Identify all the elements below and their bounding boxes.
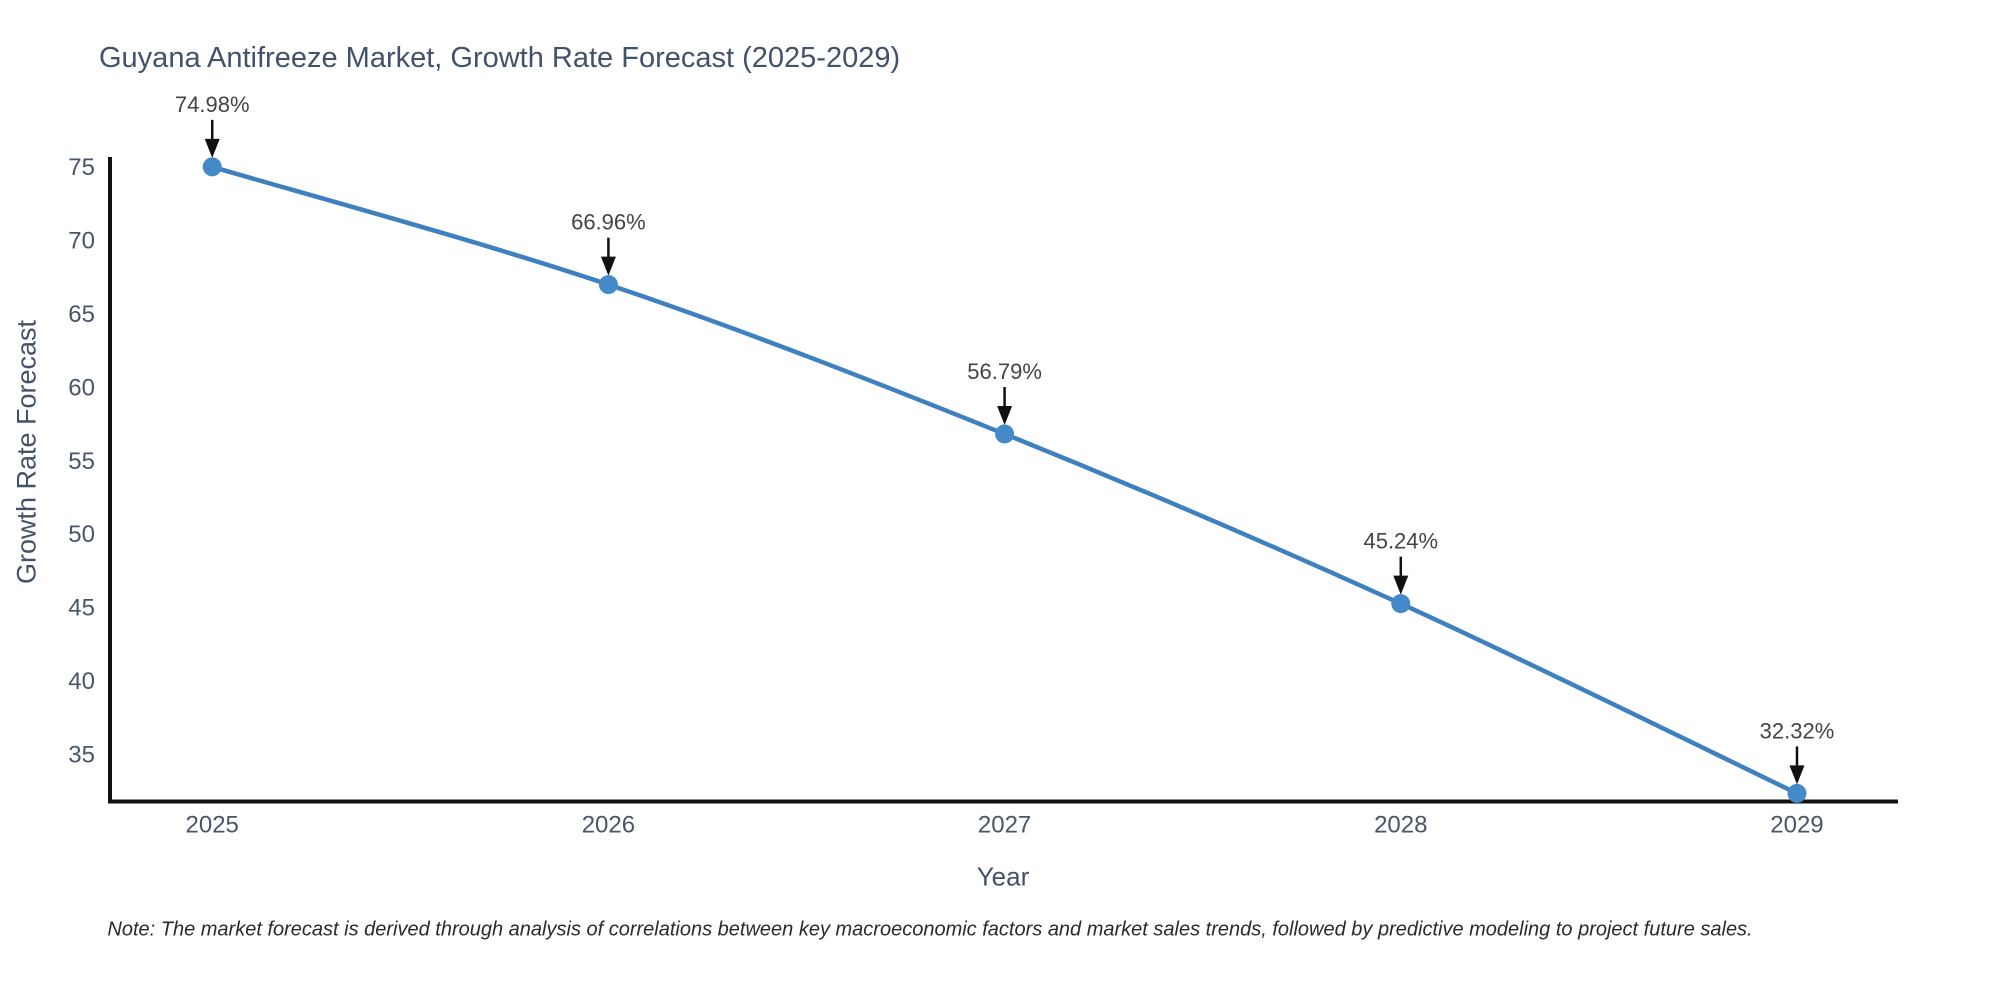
y-tick-label: 40 (68, 668, 95, 695)
data-point-value-label: 66.96% (571, 210, 646, 235)
data-point-marker (598, 275, 618, 295)
y-tick-label: 35 (68, 742, 95, 769)
data-point-value-label: 32.32% (1760, 718, 1835, 743)
data-point-marker (1391, 594, 1411, 614)
annotation-arrow-head (1789, 765, 1805, 785)
x-tick-label: 2025 (186, 812, 239, 839)
y-tick-label: 70 (68, 227, 95, 254)
y-tick-label: 65 (68, 301, 95, 328)
data-point-value-label: 74.98% (175, 92, 250, 117)
y-tick-label: 50 (68, 521, 95, 548)
y-axis-title: Growth Rate Forecast (11, 319, 42, 585)
x-tick-label: 2029 (1770, 812, 1823, 839)
data-point-marker (1787, 783, 1807, 803)
forecast-line (209, 164, 1800, 796)
annotation-arrow-head (1393, 575, 1409, 595)
annotation-arrow-head (204, 138, 220, 158)
footnote: Note: The market forecast is derived thr… (107, 918, 1753, 941)
data-point-value-label: 45.24% (1363, 529, 1438, 554)
y-tick-label: 60 (68, 374, 95, 401)
x-tick-label: 2028 (1374, 812, 1427, 839)
y-tick-label: 75 (68, 154, 95, 181)
x-tick-label: 2026 (582, 812, 635, 839)
data-point-value-label: 56.79% (967, 359, 1042, 384)
annotation-arrow-head (600, 256, 616, 276)
y-tick-label: 55 (68, 448, 95, 475)
x-tick-label: 2027 (978, 812, 1031, 839)
data-point-marker (202, 157, 222, 177)
annotation-arrow-head (997, 406, 1013, 426)
chart-title: Guyana Antifreeze Market, Growth Rate Fo… (99, 42, 901, 74)
data-point-marker (995, 424, 1015, 444)
y-tick-label: 45 (68, 595, 95, 622)
x-axis-title: Year (976, 861, 1030, 892)
